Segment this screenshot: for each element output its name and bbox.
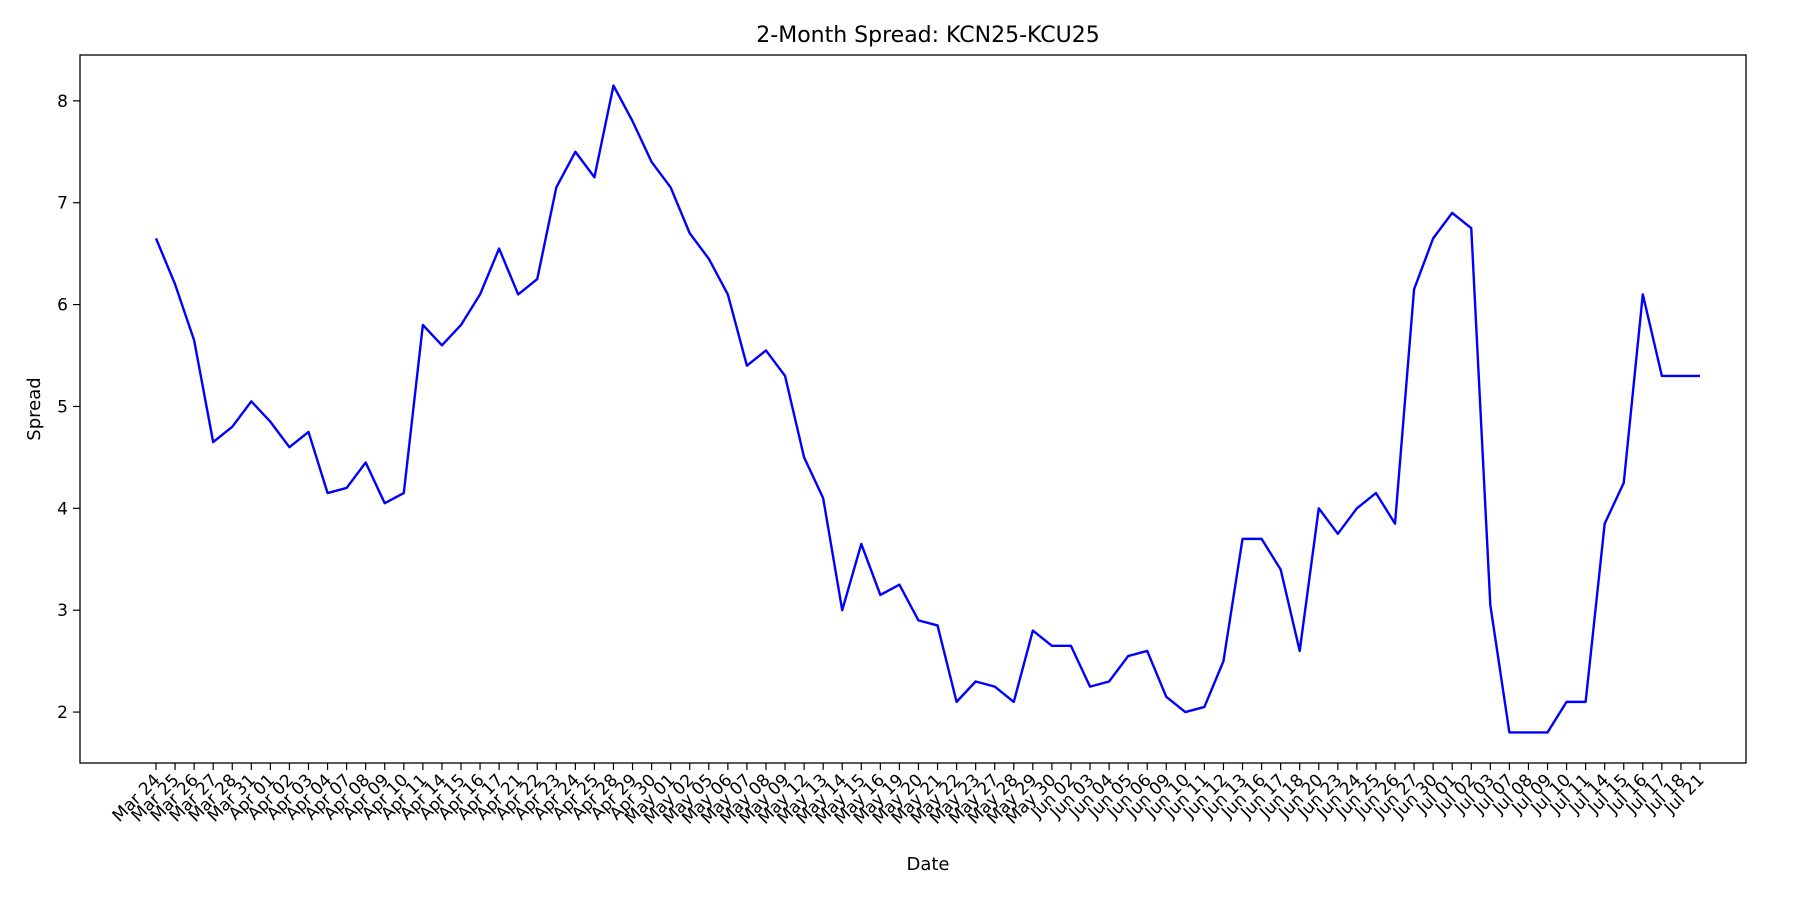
y-axis-ticks: 2 3 4 5 6 7 8: [57, 92, 80, 723]
y-tick-label: 5: [57, 397, 68, 417]
spread-series-line: [154, 84, 1700, 734]
y-tick-label: 3: [57, 601, 68, 621]
chart-title: 2-Month Spread: KCN25-KCU25: [756, 23, 1099, 48]
y-axis-label: Spread: [24, 377, 45, 440]
plot-frame: [79, 54, 1747, 764]
y-tick-label: 8: [57, 92, 68, 112]
y-tick-label: 6: [57, 296, 68, 316]
y-tick-label: 2: [57, 703, 68, 723]
x-axis-label: Date: [906, 854, 949, 875]
y-tick-label: 7: [57, 194, 68, 214]
y-tick-label: 4: [57, 499, 68, 519]
